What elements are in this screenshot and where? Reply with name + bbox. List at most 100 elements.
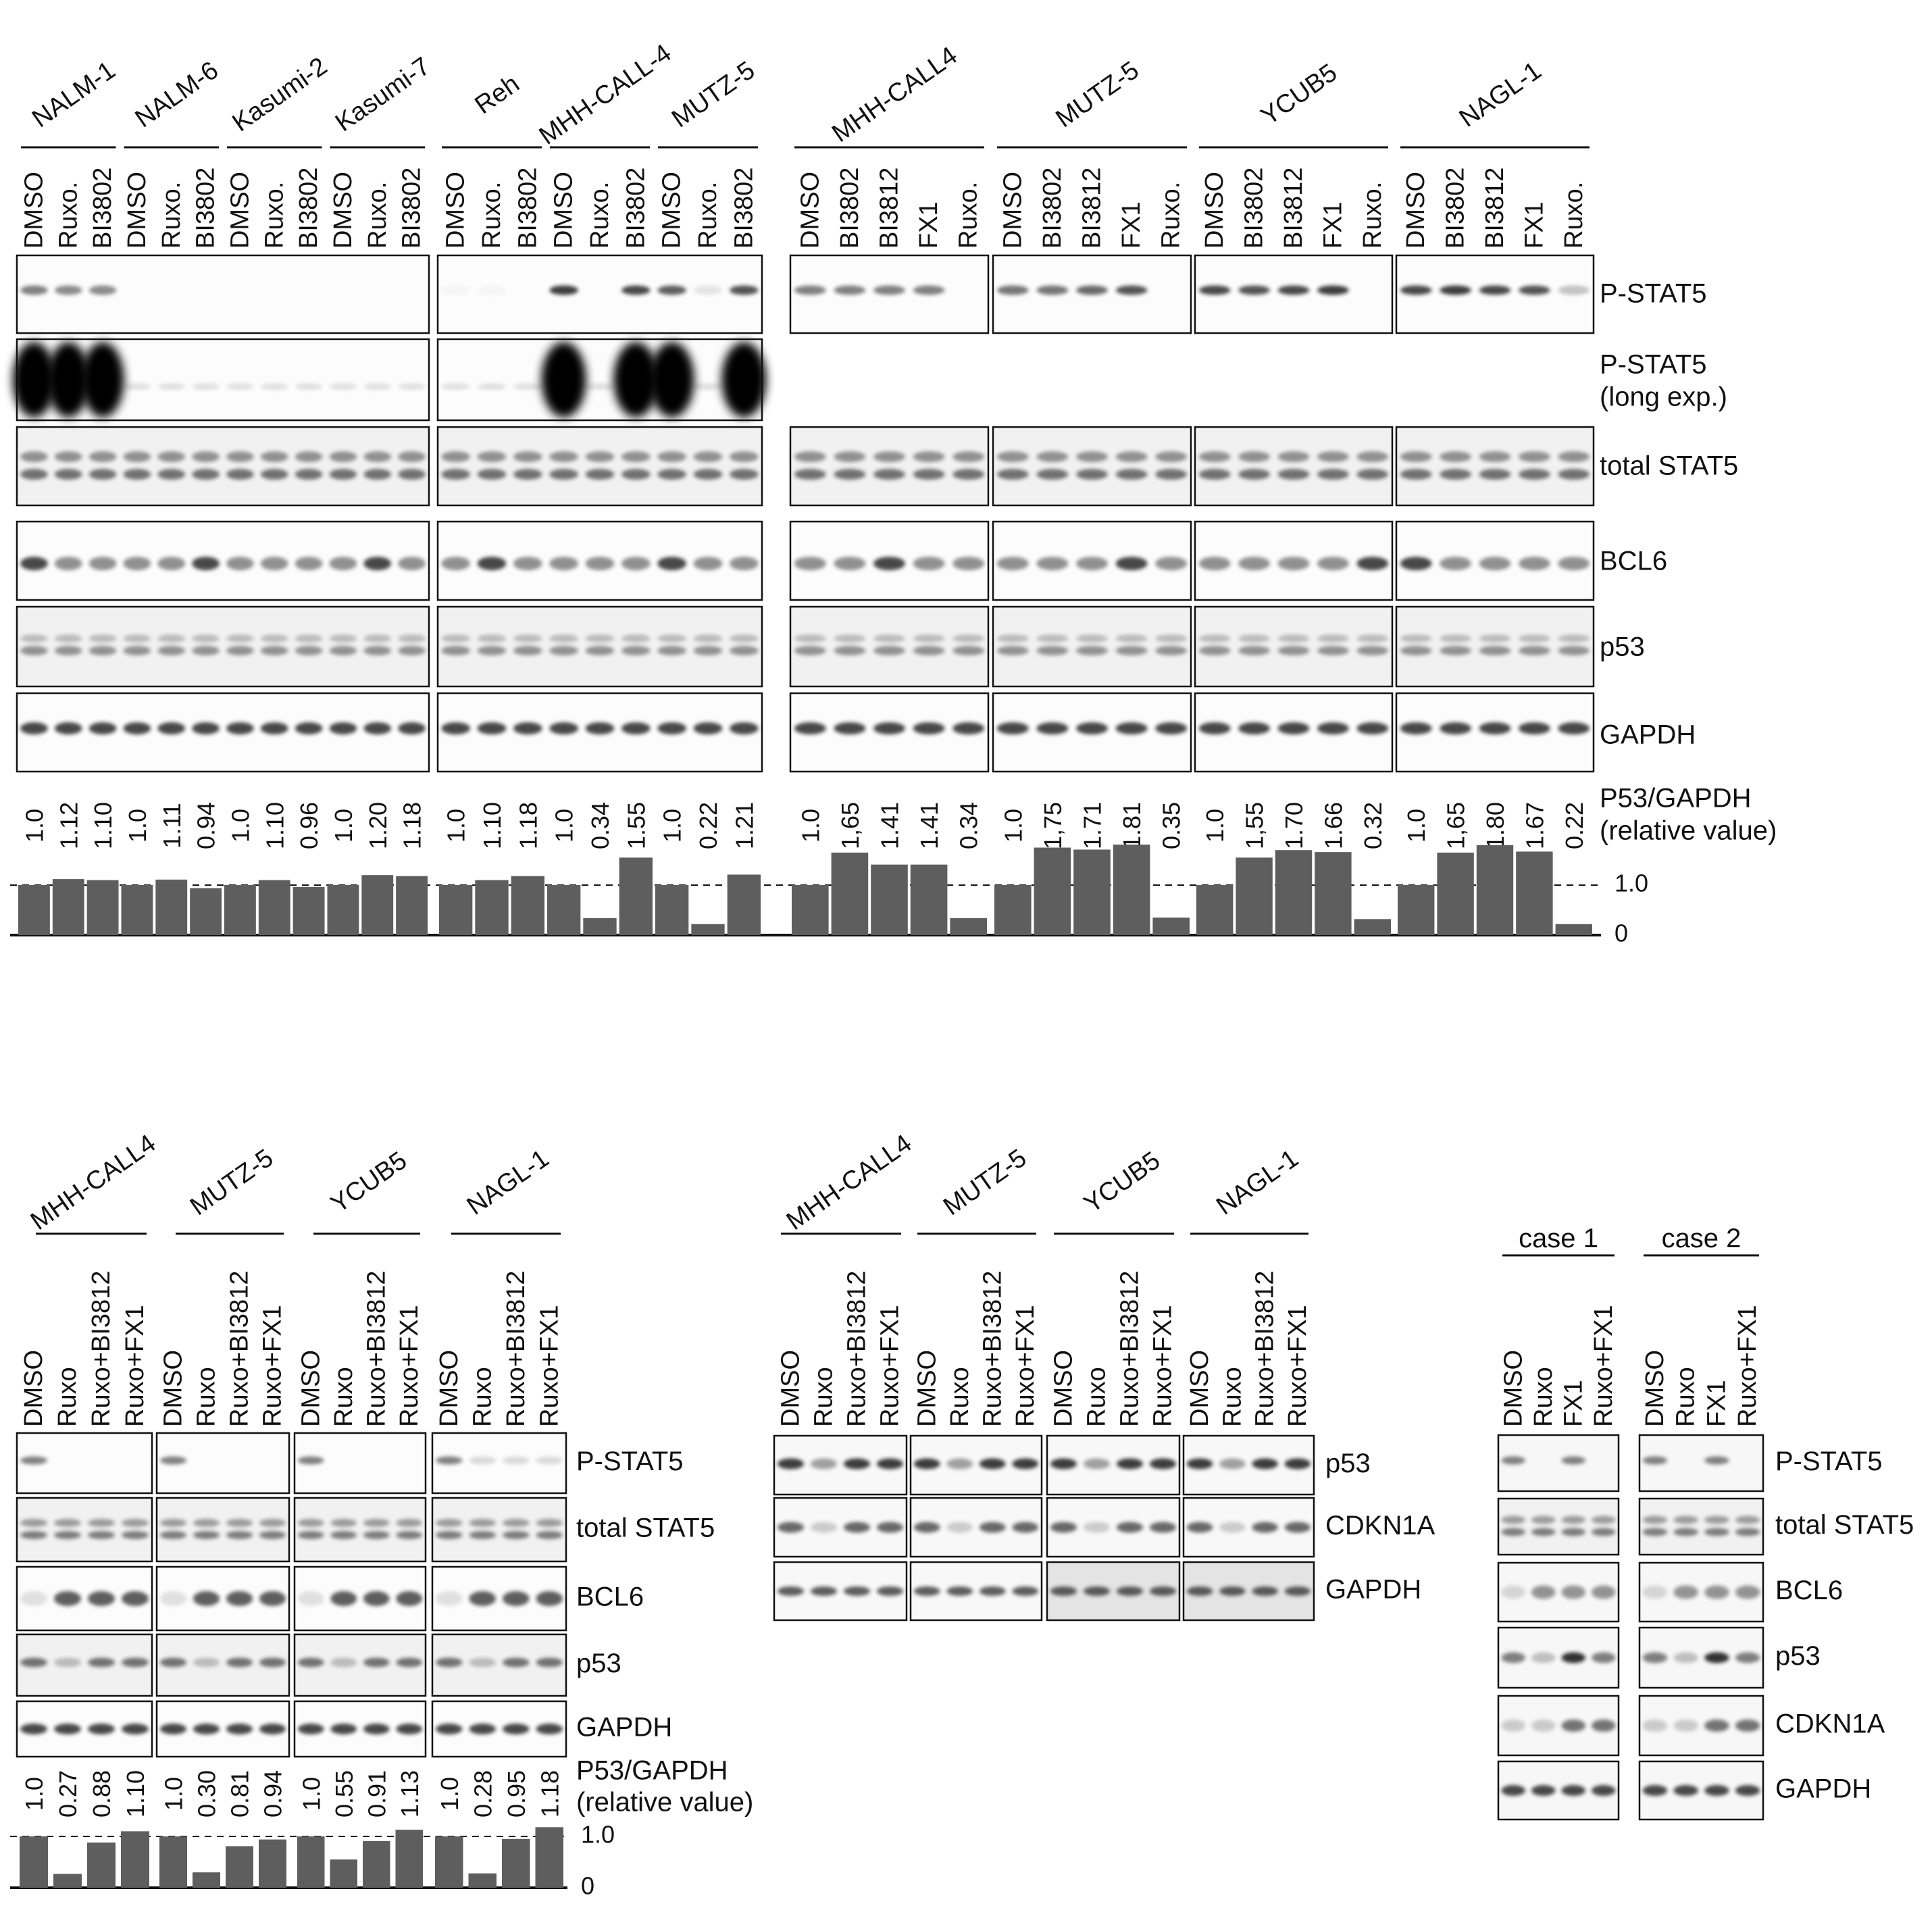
band (1155, 646, 1188, 655)
band (536, 1724, 563, 1734)
cell-line-label: MHH-CALL4 (827, 41, 963, 148)
lane-label-dmso: DMSO (329, 172, 357, 249)
p53-label: p53 (576, 1649, 621, 1678)
band (657, 469, 687, 480)
band (996, 634, 1029, 643)
bcl6-blot-frame (1395, 520, 1595, 601)
band (693, 451, 723, 462)
lane-label-bi3802: BI3802 (1038, 168, 1067, 249)
p-stat5-long-label: P-STAT5 (1600, 350, 1707, 380)
gapdh-blot-frame (773, 1561, 908, 1622)
band (226, 1531, 253, 1539)
bcl6-blot-bg (17, 522, 429, 600)
lane-label-bi3802: BI3802 (398, 168, 426, 249)
ratio-value: 1.0 (796, 809, 824, 843)
band (330, 1531, 357, 1539)
band (20, 1724, 47, 1734)
band (363, 1531, 390, 1539)
lane-label-fx1: FX1 (1319, 201, 1347, 249)
lane-label-ruxo-: Ruxo. (1560, 182, 1588, 249)
band (123, 557, 151, 570)
band (1198, 646, 1231, 655)
lane-label: DMSO (1050, 1350, 1078, 1427)
band (693, 383, 723, 390)
band (1356, 646, 1389, 655)
lane-label-bi3802: BI3802 (836, 168, 864, 249)
total-stat5-blot-bg (432, 1498, 566, 1561)
band (157, 383, 186, 390)
band (1155, 557, 1188, 570)
lane-label-dmso: DMSO (442, 172, 470, 249)
band (621, 557, 651, 570)
band (1673, 1652, 1698, 1663)
lane-label: Ruxo+FX1 (1733, 1305, 1762, 1427)
bar (1398, 885, 1435, 935)
band (621, 451, 651, 462)
cell-line-label: MUTZ-5 (185, 1144, 278, 1221)
band (477, 557, 507, 570)
band (295, 469, 323, 480)
band (777, 1522, 805, 1533)
band (1735, 1515, 1760, 1524)
band (1479, 634, 1511, 643)
band (876, 1458, 904, 1470)
p-stat5-blot-frame (436, 254, 763, 334)
bar (727, 874, 761, 935)
band (192, 634, 220, 643)
ratio-value: 1.10 (89, 802, 117, 849)
band (329, 469, 357, 480)
band (363, 451, 392, 462)
band (1036, 634, 1069, 643)
total-stat5-blot-frame (1194, 426, 1394, 507)
band (1501, 1515, 1526, 1524)
band (1317, 646, 1349, 655)
ratio-value: 1.0 (226, 809, 254, 843)
gapdh-label: GAPDH (1600, 720, 1696, 750)
band (396, 1657, 423, 1667)
lane-label: Ruxo (468, 1367, 497, 1427)
total-stat5-blot-bg (1396, 427, 1594, 505)
band (295, 383, 323, 390)
band (1735, 1528, 1760, 1536)
lane-label-dmso: DMSO (1200, 172, 1229, 249)
band (1673, 1515, 1698, 1524)
band (295, 451, 323, 462)
bar (53, 1874, 82, 1888)
band (1198, 634, 1231, 643)
band (1479, 646, 1511, 655)
band (1479, 285, 1511, 295)
cell-line-label: YCUB5 (326, 1147, 412, 1219)
band (952, 722, 985, 734)
p-stat5-blot-frame (1395, 254, 1595, 334)
ratio-subtitle: (relative value) (576, 1788, 753, 1817)
bar (361, 875, 394, 935)
band (1400, 285, 1432, 295)
lane-label: Ruxo+BI3812 (843, 1271, 871, 1427)
ratio-subtitle: (relative value) (1600, 816, 1777, 846)
band (1356, 469, 1389, 480)
ratio-value: 1.0 (551, 809, 578, 843)
band (946, 1458, 973, 1470)
band (549, 634, 579, 643)
band (549, 469, 579, 480)
band (259, 1724, 286, 1734)
band (441, 722, 471, 734)
bcl6-blot-frame (992, 520, 1192, 601)
band (1277, 634, 1310, 643)
band (1149, 1522, 1177, 1533)
band-saturated (613, 342, 659, 418)
band (477, 722, 507, 734)
band (329, 383, 357, 390)
band (1076, 285, 1108, 295)
total-stat5-blot-bg (790, 427, 988, 505)
band (913, 557, 945, 570)
band (20, 1456, 47, 1465)
p53-blot-frame (1194, 605, 1394, 688)
band (549, 646, 579, 655)
band (1238, 285, 1270, 295)
band (1238, 722, 1270, 734)
band (88, 1724, 115, 1734)
band (657, 557, 687, 570)
band (363, 557, 392, 570)
band (157, 634, 186, 643)
